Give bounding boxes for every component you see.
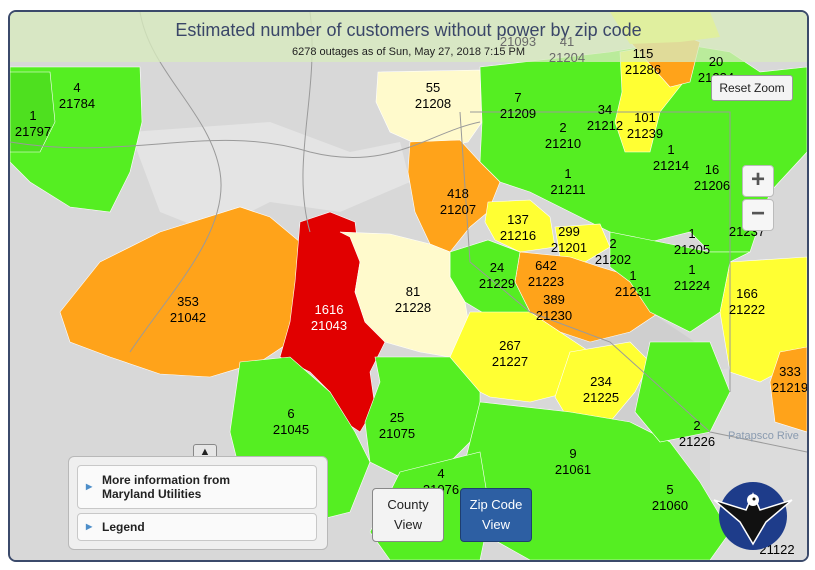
more-info-label: More information from Maryland Utilities — [102, 473, 230, 501]
expand-arrow-icon: ▶ — [86, 482, 93, 491]
zip-label: 137 21216 — [499, 212, 537, 243]
zip-21219-region[interactable] — [769, 346, 807, 433]
map-subtitle: 6278 outages as of Sun, May 27, 2018 7:1… — [292, 46, 525, 58]
zip-label: 1 21797 — [14, 108, 52, 139]
map-title: Estimated number of customers without po… — [175, 20, 642, 40]
zip-label: 2 21226 — [678, 418, 716, 449]
zip-label: 418 21207 — [439, 186, 477, 217]
expand-arrow-icon: ▶ — [86, 522, 93, 531]
zip-label: 353 21042 — [169, 294, 207, 325]
zip-label: 166 21222 — [728, 286, 766, 317]
zip-label: 6 21045 — [272, 406, 310, 437]
reset-zoom-button[interactable]: Reset Zoom — [711, 75, 793, 101]
zip-21797-region[interactable] — [10, 71, 56, 153]
zip-21207-region[interactable] — [407, 139, 501, 253]
zip-label: 16 21206 — [693, 162, 731, 193]
zip-label: 34 21212 — [586, 102, 624, 133]
zip-label: 389 21230 — [535, 292, 573, 323]
region-gray-a — [130, 122, 410, 232]
zip-code-view-button[interactable]: Zip Code View — [460, 488, 532, 542]
zip-label: 234 21225 — [582, 374, 620, 405]
zip-label: 1616 21043 — [310, 302, 348, 333]
zip-label: 2 21202 — [594, 236, 632, 267]
road-network — [10, 12, 807, 453]
map-frame: Estimated number of customers without po… — [8, 10, 809, 562]
zip-label: 5 21060 — [651, 482, 689, 513]
legend-item[interactable]: ▶ Legend — [77, 513, 317, 541]
zip-label: 115 21286 — [624, 46, 662, 77]
zip-label: 2 21210 — [544, 120, 582, 151]
zip-label: 21093 — [499, 34, 537, 49]
zip-label: 642 21223 — [527, 258, 565, 289]
zip-label: 41 21204 — [548, 34, 586, 65]
county-view-button[interactable]: County View — [372, 488, 444, 542]
zip-label: 24 21229 — [478, 260, 516, 291]
water-label: Patapsco Rive — [728, 430, 799, 442]
zip-label: 1 21214 — [652, 142, 690, 173]
zip-label: 1 21224 — [673, 262, 711, 293]
zip-label: 9 21061 — [554, 446, 592, 477]
zip-label: 299 21201 — [550, 224, 588, 255]
more-info-item[interactable]: ▶ More information from Maryland Utiliti… — [77, 465, 317, 509]
zip-21216-region[interactable] — [484, 199, 556, 253]
maryland-osprey-logo — [713, 482, 793, 550]
zip-label: 267 21227 — [491, 338, 529, 369]
zip-label: 25 21075 — [378, 410, 416, 441]
legend-label: Legend — [102, 520, 145, 534]
zip-21201-region[interactable] — [554, 223, 611, 263]
zip-label: 81 21228 — [394, 284, 432, 315]
info-panel: ▶ More information from Maryland Utiliti… — [68, 456, 328, 550]
zip-label: 333 21219 — [771, 364, 809, 395]
title-bar: Estimated number of customers without po… — [10, 12, 807, 62]
zip-label: 7 21209 — [499, 90, 537, 121]
zip-label: 55 21208 — [414, 80, 452, 111]
zoom-in-button[interactable]: + — [742, 165, 774, 197]
zip-label: 4 21784 — [58, 80, 96, 111]
zoom-out-button[interactable]: − — [742, 199, 774, 231]
zip-label: 1 21205 — [673, 226, 711, 257]
zip-21225-region[interactable] — [554, 341, 651, 423]
zip-label: 1 21211 — [550, 166, 586, 197]
zip-label: 101 21239 — [626, 110, 664, 141]
zip-label: 1 21231 — [614, 268, 652, 299]
